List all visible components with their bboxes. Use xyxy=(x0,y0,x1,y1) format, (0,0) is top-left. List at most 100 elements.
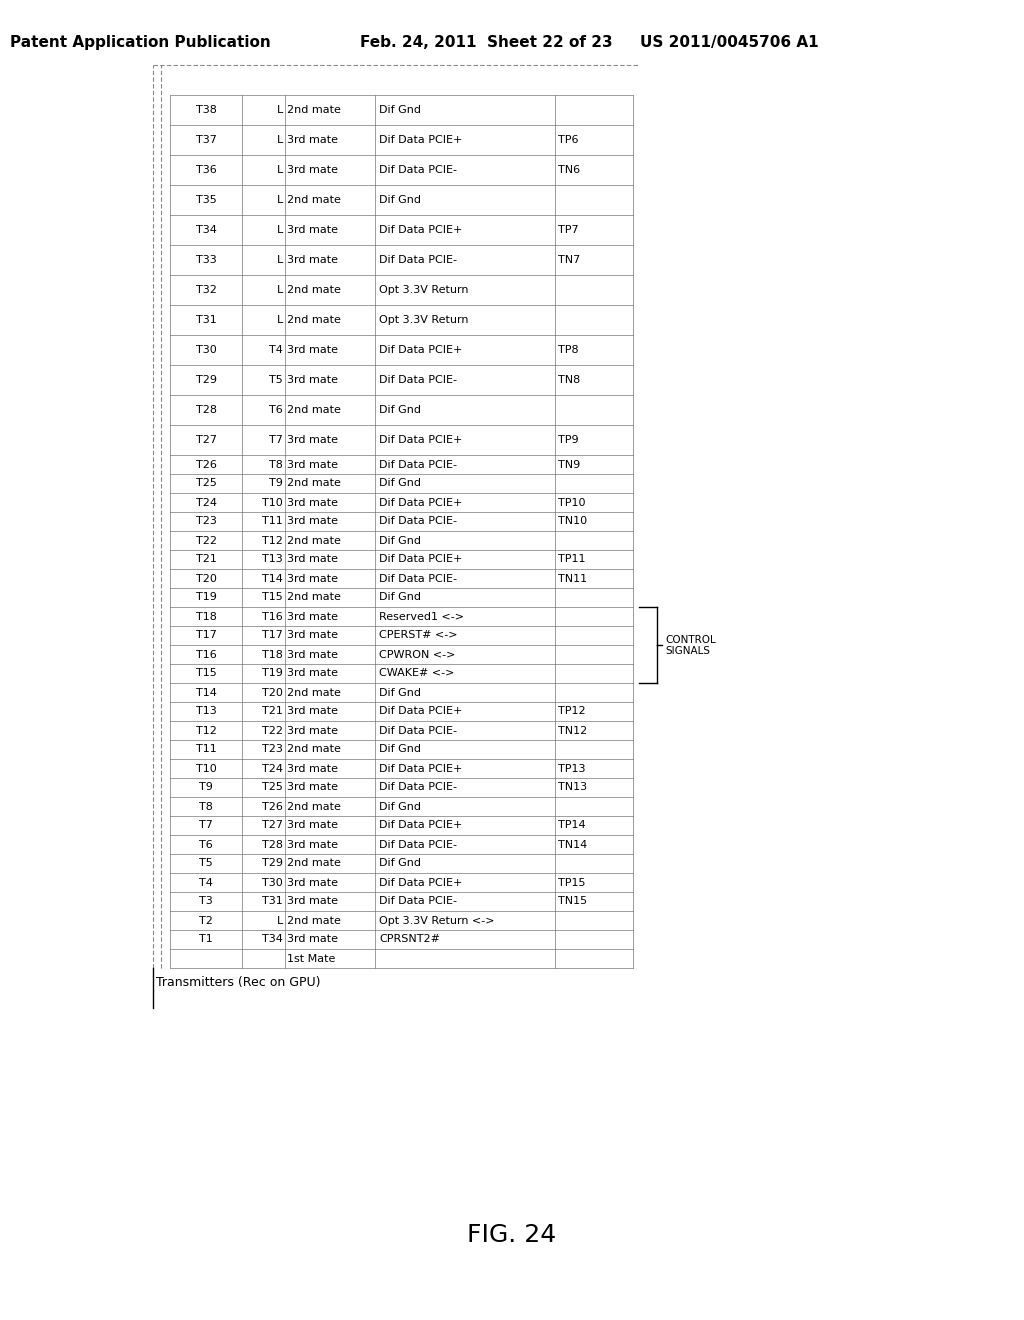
Text: T20: T20 xyxy=(262,688,283,697)
Text: CPWRON <->: CPWRON <-> xyxy=(379,649,456,660)
Text: T26: T26 xyxy=(196,459,216,470)
Text: 3rd mate: 3rd mate xyxy=(287,611,338,622)
Text: 3rd mate: 3rd mate xyxy=(287,573,338,583)
Bar xyxy=(170,455,633,474)
Text: T2: T2 xyxy=(199,916,213,925)
Text: Reserved1 <->: Reserved1 <-> xyxy=(379,611,464,622)
Text: Dif Data PCIE-: Dif Data PCIE- xyxy=(379,375,457,385)
Text: T20: T20 xyxy=(196,573,216,583)
Text: TP13: TP13 xyxy=(558,763,586,774)
Bar xyxy=(170,154,633,185)
Bar xyxy=(170,626,633,645)
Text: 3rd mate: 3rd mate xyxy=(287,668,338,678)
Text: Dif Data PCIE-: Dif Data PCIE- xyxy=(379,165,457,176)
Text: T7: T7 xyxy=(199,821,213,830)
Text: 2nd mate: 2nd mate xyxy=(287,405,341,414)
Text: L: L xyxy=(276,315,283,325)
Text: Dif Gnd: Dif Gnd xyxy=(379,744,421,755)
Bar xyxy=(170,873,633,892)
Text: TP8: TP8 xyxy=(558,345,579,355)
Text: T19: T19 xyxy=(262,668,283,678)
Text: Dif Gnd: Dif Gnd xyxy=(379,195,421,205)
Text: T17: T17 xyxy=(262,631,283,640)
Text: TN11: TN11 xyxy=(558,573,587,583)
Text: Dif Data PCIE-: Dif Data PCIE- xyxy=(379,459,457,470)
Text: Dif Data PCIE-: Dif Data PCIE- xyxy=(379,896,457,907)
Text: 3rd mate: 3rd mate xyxy=(287,783,338,792)
Text: T4: T4 xyxy=(269,345,283,355)
Bar xyxy=(170,275,633,305)
Text: T6: T6 xyxy=(269,405,283,414)
Text: 3rd mate: 3rd mate xyxy=(287,498,338,507)
Text: FIG. 24: FIG. 24 xyxy=(467,1224,557,1247)
Text: Dif Gnd: Dif Gnd xyxy=(379,106,421,115)
Text: Dif Gnd: Dif Gnd xyxy=(379,801,421,812)
Text: T24: T24 xyxy=(262,763,283,774)
Text: Dif Gnd: Dif Gnd xyxy=(379,688,421,697)
Text: T17: T17 xyxy=(196,631,216,640)
Text: T28: T28 xyxy=(196,405,216,414)
Text: Dif Data PCIE+: Dif Data PCIE+ xyxy=(379,878,463,887)
Bar xyxy=(170,892,633,911)
Text: 3rd mate: 3rd mate xyxy=(287,224,338,235)
Text: T8: T8 xyxy=(199,801,213,812)
Text: Feb. 24, 2011  Sheet 22 of 23: Feb. 24, 2011 Sheet 22 of 23 xyxy=(360,36,612,50)
Text: T10: T10 xyxy=(262,498,283,507)
Text: L: L xyxy=(276,195,283,205)
Bar xyxy=(170,246,633,275)
Text: Opt 3.3V Return <->: Opt 3.3V Return <-> xyxy=(379,916,495,925)
Text: 3rd mate: 3rd mate xyxy=(287,840,338,850)
Text: T16: T16 xyxy=(262,611,283,622)
Text: TN13: TN13 xyxy=(558,783,587,792)
Bar xyxy=(170,335,633,366)
Text: Dif Data PCIE-: Dif Data PCIE- xyxy=(379,783,457,792)
Text: 2nd mate: 2nd mate xyxy=(287,916,341,925)
Text: T30: T30 xyxy=(196,345,216,355)
Text: SIGNALS: SIGNALS xyxy=(665,645,710,656)
Bar xyxy=(170,474,633,492)
Text: T5: T5 xyxy=(199,858,213,869)
Text: TP7: TP7 xyxy=(558,224,579,235)
Text: 2nd mate: 2nd mate xyxy=(287,858,341,869)
Text: T16: T16 xyxy=(196,649,216,660)
Text: 3rd mate: 3rd mate xyxy=(287,375,338,385)
Text: T24: T24 xyxy=(196,498,216,507)
Text: L: L xyxy=(276,916,283,925)
Text: T15: T15 xyxy=(262,593,283,602)
Text: 2nd mate: 2nd mate xyxy=(287,801,341,812)
Bar xyxy=(170,759,633,777)
Text: T11: T11 xyxy=(196,744,216,755)
Text: Patent Application Publication: Patent Application Publication xyxy=(10,36,270,50)
Text: TN10: TN10 xyxy=(558,516,587,527)
Text: T30: T30 xyxy=(262,878,283,887)
Text: Dif Gnd: Dif Gnd xyxy=(379,479,421,488)
Text: T33: T33 xyxy=(196,255,216,265)
Text: T36: T36 xyxy=(196,165,216,176)
Text: Opt 3.3V Return: Opt 3.3V Return xyxy=(379,315,469,325)
Bar xyxy=(170,366,633,395)
Bar xyxy=(170,569,633,587)
Text: T18: T18 xyxy=(196,611,216,622)
Text: TP15: TP15 xyxy=(558,878,586,887)
Text: T26: T26 xyxy=(262,801,283,812)
Text: T23: T23 xyxy=(262,744,283,755)
Bar xyxy=(170,664,633,682)
Bar xyxy=(170,741,633,759)
Text: Dif Data PCIE+: Dif Data PCIE+ xyxy=(379,345,463,355)
Text: 2nd mate: 2nd mate xyxy=(287,106,341,115)
Text: Dif Data PCIE+: Dif Data PCIE+ xyxy=(379,498,463,507)
Bar xyxy=(170,777,633,797)
Text: 2nd mate: 2nd mate xyxy=(287,285,341,294)
Text: TN14: TN14 xyxy=(558,840,587,850)
Text: 3rd mate: 3rd mate xyxy=(287,821,338,830)
Text: TN8: TN8 xyxy=(558,375,581,385)
Text: 3rd mate: 3rd mate xyxy=(287,896,338,907)
Text: CPERST# <->: CPERST# <-> xyxy=(379,631,458,640)
Text: T13: T13 xyxy=(262,554,283,565)
Text: T34: T34 xyxy=(196,224,216,235)
Text: T18: T18 xyxy=(262,649,283,660)
Text: 3rd mate: 3rd mate xyxy=(287,878,338,887)
Text: T22: T22 xyxy=(196,536,216,545)
Text: T35: T35 xyxy=(196,195,216,205)
Text: T21: T21 xyxy=(262,706,283,717)
